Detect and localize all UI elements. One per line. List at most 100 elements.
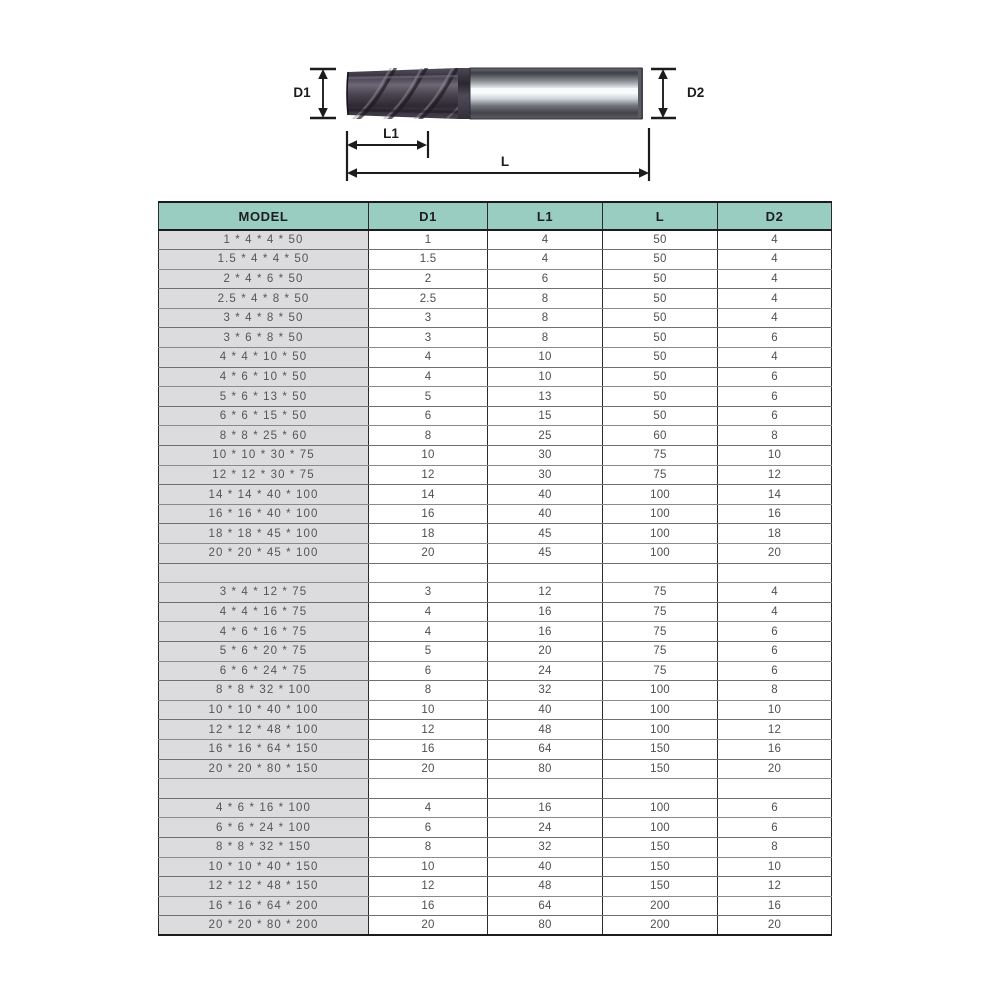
cell-l1: 20 bbox=[487, 640, 603, 662]
cell-model: 1 * 4 * 4 * 50 bbox=[158, 229, 369, 251]
cell-l1: 45 bbox=[487, 543, 603, 564]
table-row: 10 * 10 * 40 * 150 10 40 150 10 bbox=[158, 856, 832, 878]
cell-l1: 48 bbox=[487, 876, 603, 897]
cell-l: 75 bbox=[602, 621, 718, 642]
cell-d1: 10 bbox=[368, 445, 488, 466]
cell-d2: 12 bbox=[717, 719, 832, 740]
table-row: 6 * 6 * 24 * 75 6 24 75 6 bbox=[158, 660, 832, 682]
column-header-model: MODEL bbox=[158, 201, 369, 231]
cell-d1: 4 bbox=[368, 621, 488, 642]
cell-l1: 10 bbox=[487, 366, 603, 388]
cell-d2: 6 bbox=[717, 405, 832, 427]
cell-l: 100 bbox=[602, 543, 718, 564]
cell-model: 16 * 16 * 64 * 200 bbox=[158, 895, 369, 917]
dimension-label-l1: L1 bbox=[383, 126, 399, 141]
table-row: 10 * 10 * 30 * 75 10 30 75 10 bbox=[158, 445, 832, 466]
cell-d1: 4 bbox=[368, 366, 488, 388]
cell-d2: 6 bbox=[717, 640, 832, 662]
cell-model: 2 * 4 * 6 * 50 bbox=[158, 268, 369, 290]
cell-l1: 30 bbox=[487, 464, 603, 486]
dimension-d2: D2 bbox=[651, 67, 704, 120]
column-header-l: L bbox=[602, 201, 718, 231]
dimension-d1: D1 bbox=[293, 67, 336, 120]
cell-d2: 12 bbox=[717, 464, 832, 486]
cell-d1: 12 bbox=[368, 464, 488, 486]
table-row: 12 * 12 * 48 * 150 12 48 150 12 bbox=[158, 876, 832, 897]
cell-d1: 4 bbox=[368, 347, 488, 368]
table-row: 4 * 4 * 10 * 50 4 10 50 4 bbox=[158, 347, 832, 368]
cell-l: 50 bbox=[602, 229, 718, 251]
cell-l1: 6 bbox=[487, 268, 603, 290]
cell-d1: 6 bbox=[368, 660, 488, 682]
cell-l: 50 bbox=[602, 307, 718, 329]
cell-l1: 8 bbox=[487, 307, 603, 329]
cell-model: 4 * 6 * 16 * 75 bbox=[158, 621, 369, 642]
cell-d1 bbox=[368, 778, 488, 799]
cell-model: 2.5 * 4 * 8 * 50 bbox=[158, 288, 369, 309]
cell-l: 75 bbox=[602, 601, 718, 623]
table-row: 16 * 16 * 64 * 150 16 64 150 16 bbox=[158, 738, 832, 760]
cell-l1: 45 bbox=[487, 523, 603, 544]
cell-l: 100 bbox=[602, 699, 718, 721]
cell-model bbox=[158, 562, 369, 584]
dimension-label-d1: D1 bbox=[293, 85, 311, 100]
cell-l: 50 bbox=[602, 405, 718, 427]
cell-d2: 6 bbox=[717, 366, 832, 388]
cell-model: 8 * 8 * 32 * 100 bbox=[158, 680, 369, 701]
cell-l: 50 bbox=[602, 347, 718, 368]
cell-d2: 16 bbox=[717, 895, 832, 917]
cell-d1: 10 bbox=[368, 699, 488, 721]
table-row: 2 * 4 * 6 * 50 2 6 50 4 bbox=[158, 268, 832, 290]
table-row: 8 * 8 * 32 * 100 8 32 100 8 bbox=[158, 680, 832, 701]
cell-d2: 4 bbox=[717, 249, 832, 270]
cell-model: 5 * 6 * 13 * 50 bbox=[158, 386, 369, 407]
cell-l1: 16 bbox=[487, 621, 603, 642]
cell-model: 4 * 4 * 16 * 75 bbox=[158, 601, 369, 623]
cell-l: 150 bbox=[602, 836, 718, 858]
cell-l: 150 bbox=[602, 856, 718, 878]
cell-d2: 4 bbox=[717, 347, 832, 368]
cell-d1: 20 bbox=[368, 543, 488, 564]
cell-d2: 16 bbox=[717, 503, 832, 525]
cell-l: 150 bbox=[602, 738, 718, 760]
cell-l1: 8 bbox=[487, 327, 603, 349]
cell-model: 18 * 18 * 45 * 100 bbox=[158, 523, 369, 544]
cell-l bbox=[602, 562, 718, 584]
cell-d1: 8 bbox=[368, 836, 488, 858]
cell-d1: 16 bbox=[368, 895, 488, 917]
table-row: 8 * 8 * 32 * 150 8 32 150 8 bbox=[158, 836, 832, 858]
cell-model: 3 * 4 * 8 * 50 bbox=[158, 307, 369, 329]
cell-l1: 4 bbox=[487, 249, 603, 270]
table-row: 20 * 20 * 45 * 100 20 45 100 20 bbox=[158, 543, 832, 564]
table-body: 1 * 4 * 4 * 50 1 4 50 4 1.5 * 4 * 4 * 50 1.5 4 5… bbox=[158, 229, 832, 937]
cell-l1: 24 bbox=[487, 660, 603, 682]
cell-l1: 30 bbox=[487, 445, 603, 466]
cell-d1: 3 bbox=[368, 307, 488, 329]
cell-d1: 20 bbox=[368, 915, 488, 937]
tool-neck-section bbox=[458, 68, 470, 119]
column-header-d2: D2 bbox=[717, 201, 832, 231]
cell-model: 3 * 4 * 12 * 75 bbox=[158, 582, 369, 603]
table-row: 3 * 4 * 8 * 50 3 8 50 4 bbox=[158, 307, 832, 329]
table-row: 4 * 6 * 10 * 50 4 10 50 6 bbox=[158, 366, 832, 388]
cell-d2: 6 bbox=[717, 386, 832, 407]
cell-d2: 8 bbox=[717, 425, 832, 447]
cell-d1: 20 bbox=[368, 758, 488, 780]
cell-model: 16 * 16 * 40 * 100 bbox=[158, 503, 369, 525]
table-row: 1.5 * 4 * 4 * 50 1.5 4 50 4 bbox=[158, 249, 832, 270]
cell-l1: 15 bbox=[487, 405, 603, 427]
cell-l: 50 bbox=[602, 386, 718, 407]
table-spacer-row bbox=[158, 562, 832, 584]
cell-model: 20 * 20 * 45 * 100 bbox=[158, 543, 369, 564]
cell-l1: 32 bbox=[487, 680, 603, 701]
table-spacer-row bbox=[158, 778, 832, 799]
table-row: 12 * 12 * 48 * 100 12 48 100 12 bbox=[158, 719, 832, 740]
cell-l1: 12 bbox=[487, 582, 603, 603]
cell-model: 8 * 8 * 32 * 150 bbox=[158, 836, 369, 858]
cell-d2: 10 bbox=[717, 699, 832, 721]
cell-d1: 6 bbox=[368, 405, 488, 427]
cell-l: 50 bbox=[602, 288, 718, 309]
table-header-row: MODEL D1 L1 L D2 bbox=[158, 201, 832, 231]
cell-d2: 4 bbox=[717, 582, 832, 603]
cell-d1: 18 bbox=[368, 523, 488, 544]
